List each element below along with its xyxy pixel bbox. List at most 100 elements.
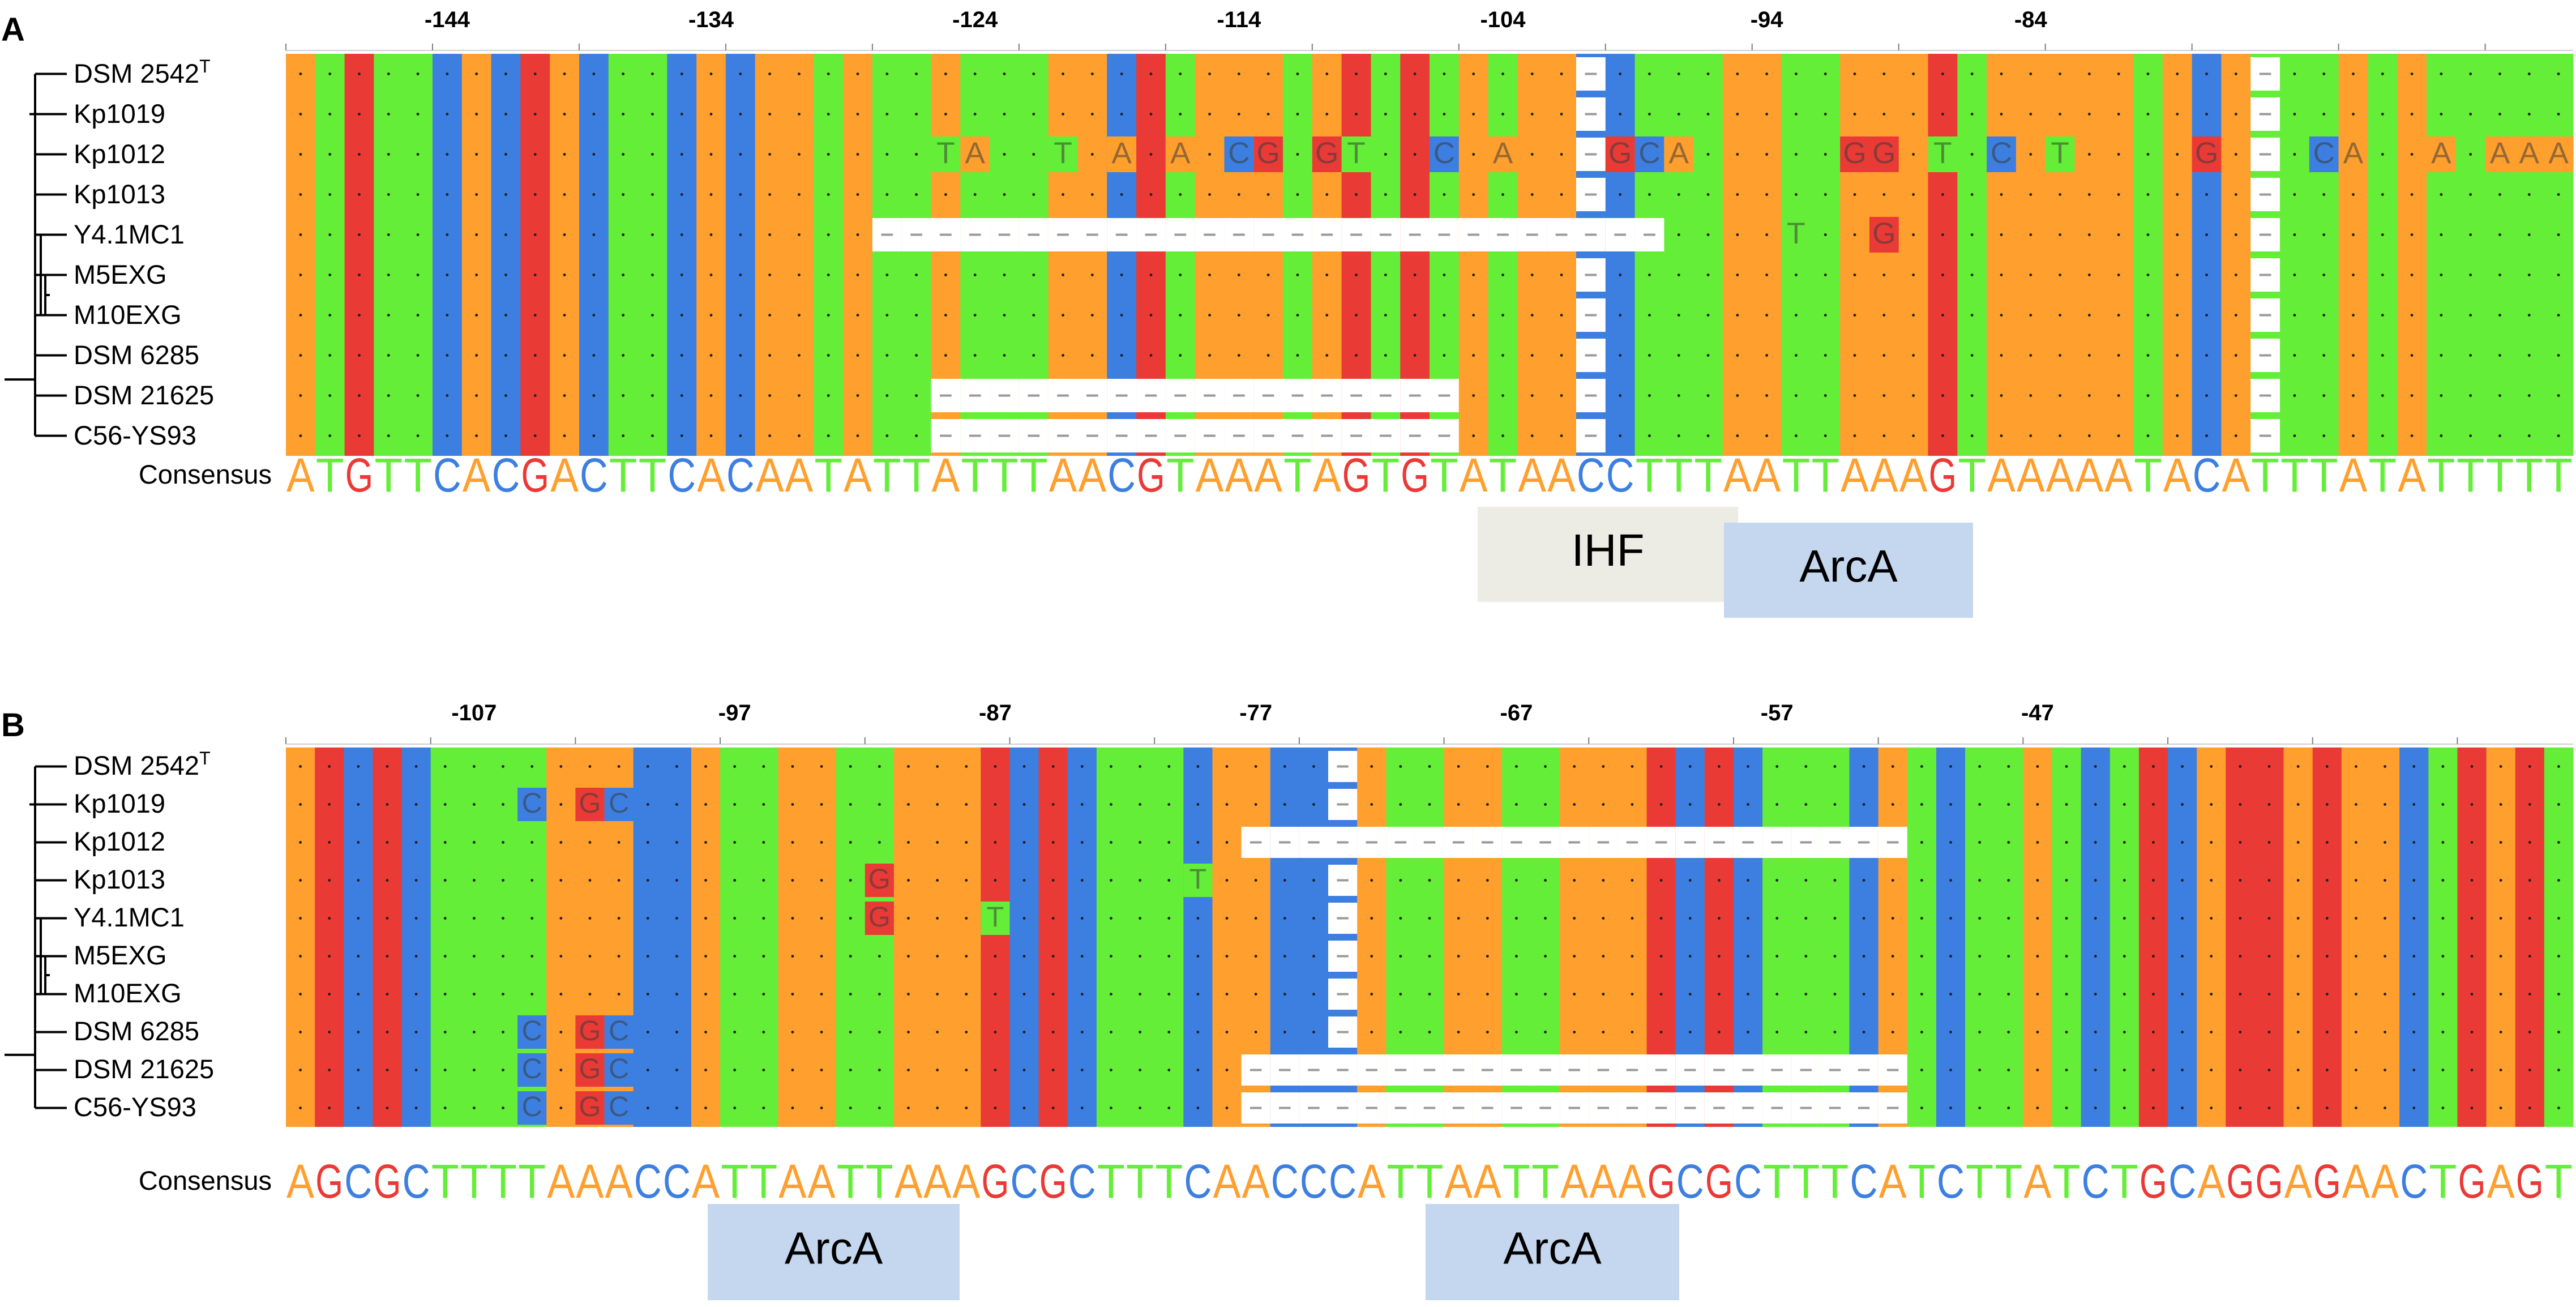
alignment-column (2104, 54, 2134, 456)
identity-dot (1853, 193, 1856, 196)
identity-dot (1296, 72, 1299, 75)
identity-dot (387, 354, 390, 357)
identity-dot (2065, 993, 2068, 996)
identity-dot (1706, 274, 1710, 276)
identity-dot (2117, 193, 2120, 196)
identity-dot (2469, 394, 2472, 397)
identity-dot (2087, 113, 2091, 116)
identity-dot (2181, 993, 2184, 996)
identity-dot (2296, 765, 2300, 768)
identity-dot (973, 72, 977, 75)
alignment-column (778, 748, 808, 1127)
alignment-column (1212, 748, 1242, 1127)
identity-dot (1254, 879, 1257, 882)
identity-dot (2123, 993, 2126, 996)
identity-dot (965, 993, 968, 996)
identity-dot (2355, 841, 2357, 844)
identity-dot (1486, 955, 1489, 958)
identity-dot (1254, 1031, 1257, 1033)
identity-dot (762, 1031, 765, 1033)
identity-dot (328, 1107, 331, 1109)
identity-dot (2210, 765, 2213, 768)
identity-dot (416, 153, 420, 156)
identity-dot (709, 72, 713, 75)
consensus-base: C (2168, 1155, 2196, 1208)
identity-dot (1443, 113, 1446, 116)
identity-dot (2146, 434, 2150, 437)
mutation-base: T (1189, 863, 1207, 895)
identity-dot (357, 917, 360, 920)
identity-dot (1619, 394, 1622, 397)
alignment-column (836, 748, 866, 1127)
identity-dot (358, 394, 361, 397)
identity-dot (1472, 394, 1475, 397)
identity-dot (2117, 113, 2120, 116)
identity-dot (1573, 765, 1576, 768)
identity-dot (2087, 274, 2091, 276)
identity-dot (1833, 917, 1837, 920)
identity-dot (1530, 314, 1534, 317)
identity-dot (2036, 879, 2039, 882)
identity-dot (358, 354, 361, 357)
alignment-column (1936, 748, 1966, 1127)
identity-dot (592, 394, 596, 397)
mutation-cell (2045, 136, 2076, 172)
identity-dot (1853, 113, 1856, 116)
identity-dot (2557, 72, 2560, 75)
identity-dot (416, 434, 420, 437)
identity-dot (1631, 765, 1634, 768)
identity-dot (739, 233, 742, 236)
identity-dot (856, 354, 859, 357)
identity-dot (965, 1031, 968, 1033)
identity-dot (1530, 274, 1534, 276)
identity-dot (878, 993, 881, 996)
identity-dot (1080, 917, 1084, 920)
consensus-base: G (2313, 1155, 2341, 1208)
identity-dot (856, 72, 859, 75)
identity-dot (2234, 314, 2237, 317)
identity-dot (475, 233, 478, 236)
identity-dot (1677, 274, 1680, 276)
mutation-base: G (1315, 136, 1338, 170)
identity-dot (739, 354, 742, 357)
identity-dot (709, 153, 713, 156)
identity-dot (1717, 993, 1721, 996)
alignment-column (691, 748, 721, 1127)
identity-dot (299, 274, 302, 276)
identity-dot (2267, 993, 2271, 996)
identity-dot (2181, 1069, 2184, 1071)
position-tick-label: -97 (718, 701, 751, 725)
identity-dot (2322, 434, 2326, 437)
sequence-name: M5EXG (74, 940, 167, 970)
consensus-base: A (895, 1155, 922, 1208)
identity-dot (651, 314, 654, 317)
alignment-column (1928, 54, 1958, 456)
identity-dot (1120, 354, 1123, 357)
identity-dot (2007, 1107, 2010, 1109)
identity-dot (1804, 993, 1808, 996)
alignment-column (667, 54, 697, 456)
identity-dot (357, 1031, 360, 1033)
identity-dot (1978, 765, 1982, 768)
mutation-cell (865, 864, 895, 897)
identity-dot (704, 765, 707, 768)
identity-dot (733, 1031, 737, 1033)
identity-dot (563, 274, 566, 276)
identity-dot (1970, 233, 1974, 236)
consensus-base: A (2197, 1155, 2225, 1208)
consensus-base: A (286, 1155, 314, 1208)
identity-dot (1560, 434, 1563, 437)
alignment-column (1898, 54, 1929, 456)
identity-dot (1619, 434, 1622, 437)
identity-dot (2441, 917, 2445, 920)
consensus-base: T (2053, 1155, 2081, 1208)
identity-dot (2293, 153, 2296, 156)
consensus-base: G (373, 1155, 401, 1208)
alignment-column (2197, 748, 2226, 1127)
identity-dot (2498, 354, 2501, 357)
identity-dot (1970, 153, 1974, 156)
identity-dot (1706, 354, 1710, 357)
identity-dot (798, 153, 801, 156)
identity-dot (1196, 1107, 1200, 1109)
